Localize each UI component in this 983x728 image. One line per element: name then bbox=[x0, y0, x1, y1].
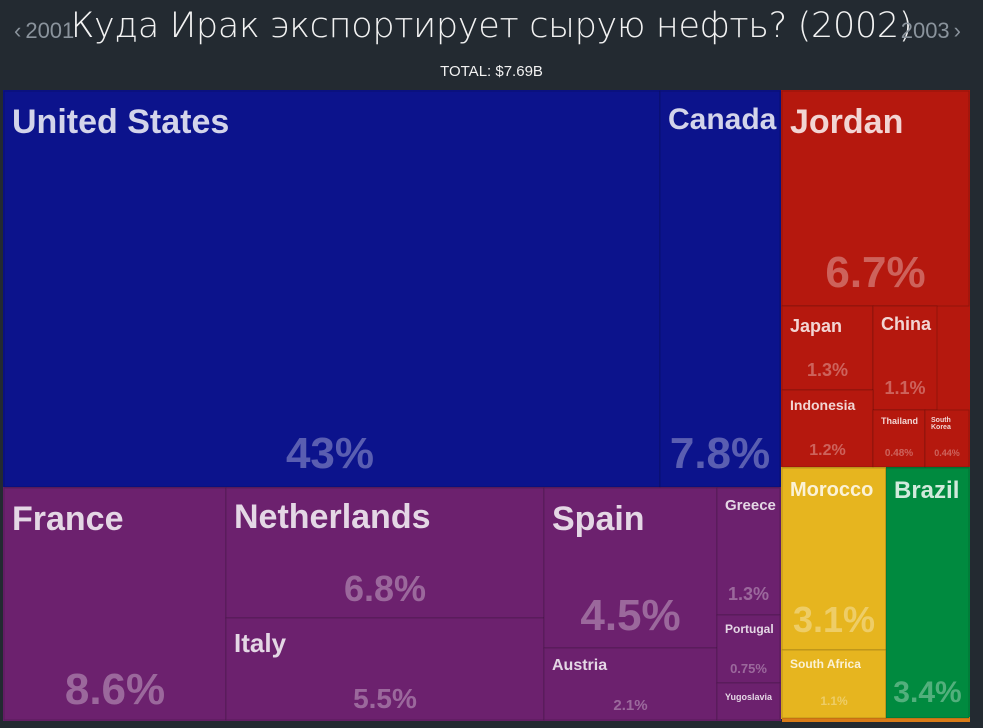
tile-share-netherlands: 6.8% bbox=[344, 568, 426, 609]
tile-label-yugoslavia: Yugoslavia bbox=[725, 692, 773, 702]
tile-brazil[interactable]: Brazil 3.4% bbox=[885, 467, 970, 719]
tile-label-austria: Austria bbox=[552, 657, 607, 674]
chevron-right-icon: › bbox=[953, 18, 961, 43]
tile-share-indonesia: 1.2% bbox=[809, 442, 845, 459]
tile-portugal[interactable]: Portugal 0.75% bbox=[716, 614, 781, 684]
tile-label-canada: Canada bbox=[668, 103, 777, 136]
tile-rect-south-korea bbox=[924, 409, 970, 468]
tile-rect-south-africa bbox=[781, 649, 887, 719]
tile-rect-brazil bbox=[885, 467, 970, 719]
tile-morocco[interactable]: Morocco 3.1% bbox=[781, 467, 887, 651]
tile-rect-portugal bbox=[716, 614, 781, 684]
tile-share-canada: 7.8% bbox=[670, 429, 770, 478]
tile-rect-italy bbox=[225, 617, 545, 721]
tile-share-south-korea: 0.44% bbox=[934, 448, 960, 458]
tile-spain[interactable]: Spain 4.5% bbox=[543, 487, 718, 649]
tile-label-japan: Japan bbox=[790, 316, 842, 336]
tile-label-thailand: Thailand bbox=[881, 416, 918, 426]
tile-label-portugal: Portugal bbox=[725, 622, 774, 636]
tile-label-indonesia: Indonesia bbox=[790, 397, 856, 413]
tile-label-china: China bbox=[881, 314, 932, 334]
tile-share-morocco: 3.1% bbox=[793, 599, 875, 640]
tile-share-italy: 5.5% bbox=[353, 683, 417, 714]
tile-italy[interactable]: Italy 5.5% bbox=[225, 617, 545, 721]
tile-rect-morocco bbox=[781, 467, 887, 651]
tile-south-korea[interactable]: South Korea 0.44% bbox=[924, 409, 970, 468]
tile-label-jordan: Jordan bbox=[790, 103, 903, 141]
tile-label-south-korea: South Korea bbox=[931, 417, 951, 431]
tile-rect-france bbox=[3, 487, 227, 721]
tile-share-greece: 1.3% bbox=[728, 584, 769, 604]
next-year-label: 2003 bbox=[900, 18, 950, 43]
tile-label-greece: Greece bbox=[725, 497, 776, 514]
tile-rect-greece bbox=[716, 487, 781, 616]
tile-share-china: 1.1% bbox=[884, 378, 925, 398]
page-title: Куда Ирак экспортирует сырую нефть? (200… bbox=[70, 6, 913, 46]
tile-share-united-states: 43% bbox=[286, 429, 374, 478]
tile-share-france: 8.6% bbox=[65, 665, 165, 714]
tile-rect-austria bbox=[543, 647, 718, 721]
treemap-strip bbox=[782, 717, 970, 722]
chevron-left-icon: ‹ bbox=[14, 18, 22, 43]
tile-jordan[interactable]: Jordan 6.7% bbox=[781, 90, 970, 307]
tile-share-jordan: 6.7% bbox=[825, 248, 925, 297]
prev-year-link[interactable]: ‹ 2001 bbox=[10, 18, 74, 44]
tile-indonesia[interactable]: Indonesia 1.2% bbox=[781, 389, 874, 468]
tile-united-states[interactable]: United States 43% bbox=[3, 90, 661, 488]
tile-share-thailand: 0.48% bbox=[885, 448, 913, 459]
tile-label-morocco: Morocco bbox=[790, 479, 873, 501]
tile-rect-japan bbox=[781, 305, 874, 391]
tile-share-portugal: 0.75% bbox=[730, 661, 767, 676]
tile-label-france: France bbox=[12, 500, 124, 538]
tile-rect-yugoslavia bbox=[716, 682, 781, 721]
tile-france[interactable]: France 8.6% bbox=[3, 487, 227, 721]
tile-label-italy: Italy bbox=[234, 628, 287, 658]
tile-south-africa[interactable]: South Africa 1.1% bbox=[781, 649, 887, 719]
tile-label-spain: Spain bbox=[552, 500, 645, 538]
tile-thailand[interactable]: Thailand 0.48% bbox=[872, 409, 926, 468]
header: ‹ 2001 Куда Ирак экспортирует сырую нефть… bbox=[0, 0, 983, 90]
tile-rect-spain bbox=[543, 487, 718, 649]
tile-share-brazil: 3.4% bbox=[893, 676, 961, 709]
tile-japan[interactable]: Japan 1.3% bbox=[781, 305, 874, 391]
tile-rect-china bbox=[872, 305, 938, 411]
tile-rect-netherlands bbox=[225, 487, 545, 619]
tile-share-spain: 4.5% bbox=[580, 591, 680, 640]
tile-label-brazil: Brazil bbox=[894, 477, 959, 504]
tile-greece[interactable]: Greece 1.3% bbox=[716, 487, 781, 616]
tile-share-south-africa: 1.1% bbox=[820, 694, 848, 708]
tile-rect-canada bbox=[659, 90, 781, 488]
tile-label-united-states: United States bbox=[12, 103, 229, 141]
tile-label-netherlands: Netherlands bbox=[234, 498, 431, 536]
tile-austria[interactable]: Austria 2.1% bbox=[543, 647, 718, 721]
tile-netherlands[interactable]: Netherlands 6.8% bbox=[225, 487, 545, 619]
tile-share-japan: 1.3% bbox=[807, 360, 848, 380]
tile-rect-jordan bbox=[781, 90, 970, 307]
total-value: TOTAL: $7.69B bbox=[440, 63, 543, 80]
tile-label-south-africa: South Africa bbox=[790, 657, 861, 671]
tile-yugoslavia[interactable]: Yugoslavia bbox=[716, 682, 781, 721]
prev-year-label: 2001 bbox=[25, 18, 75, 43]
tile-share-austria: 2.1% bbox=[613, 697, 647, 714]
next-year-link[interactable]: 2003 › bbox=[901, 18, 965, 44]
tile-canada[interactable]: Canada 7.8% bbox=[659, 90, 781, 488]
tile-rect-united-states bbox=[3, 90, 661, 488]
tile-china[interactable]: China 1.1% bbox=[872, 305, 938, 411]
tile-rect-indonesia bbox=[781, 389, 874, 468]
